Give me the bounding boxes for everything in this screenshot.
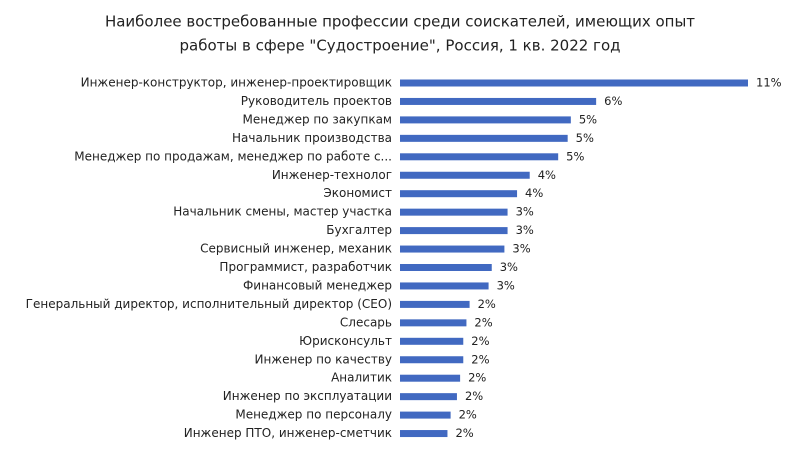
chart-title: работы в сфере "Судостроение", Россия, 1… xyxy=(180,37,621,55)
value-label: 3% xyxy=(516,205,534,219)
category-label: Менеджер по закупкам xyxy=(243,112,392,126)
bar xyxy=(400,227,508,235)
value-label: 3% xyxy=(497,278,515,292)
bar xyxy=(400,190,518,198)
value-label: 2% xyxy=(474,315,492,329)
value-label: 2% xyxy=(471,334,489,348)
value-label: 3% xyxy=(516,223,534,237)
value-label: 4% xyxy=(538,168,556,182)
bar xyxy=(400,116,571,124)
category-label: Начальник смены, мастер участка xyxy=(173,205,392,219)
category-label: Юрисконсульт xyxy=(299,334,392,348)
bar xyxy=(400,319,467,327)
bar xyxy=(400,430,448,438)
category-label: Инженер ПТО, инженер-сметчик xyxy=(184,426,392,440)
value-label: 4% xyxy=(525,186,543,200)
bar xyxy=(400,153,559,161)
bar xyxy=(400,171,530,179)
category-label: Экономист xyxy=(323,186,392,200)
category-label: Инженер по качеству xyxy=(254,352,392,366)
category-label: Бухгалтер xyxy=(326,223,392,237)
category-label: Слесарь xyxy=(340,315,392,329)
value-label: 6% xyxy=(604,94,622,108)
bar xyxy=(400,79,748,87)
bar xyxy=(400,393,457,401)
value-label: 3% xyxy=(500,260,518,274)
value-label: 11% xyxy=(756,76,782,90)
bar xyxy=(400,208,508,216)
value-label: 5% xyxy=(579,112,597,126)
value-label: 3% xyxy=(512,242,530,256)
category-label: Инженер-технолог xyxy=(272,168,392,182)
bar xyxy=(400,356,464,364)
category-label: Менеджер по персоналу xyxy=(235,408,392,422)
bar xyxy=(400,300,470,308)
value-label: 5% xyxy=(566,149,584,163)
chart-title: Наиболее востребованные профессии среди … xyxy=(105,13,695,31)
bar xyxy=(400,282,489,290)
value-label: 5% xyxy=(576,131,594,145)
value-label: 2% xyxy=(471,352,489,366)
category-label: Генеральный директор, исполнительный дир… xyxy=(26,297,392,311)
category-label: Инженер-конструктор, инженер-проектировщ… xyxy=(81,76,392,90)
category-label: Сервисный инженер, механик xyxy=(200,242,392,256)
category-label: Менеджер по продажам, менеджер по работе… xyxy=(74,149,392,163)
category-label: Аналитик xyxy=(331,371,392,385)
bar xyxy=(400,337,464,345)
bar xyxy=(400,264,492,271)
bar xyxy=(400,411,451,419)
bar xyxy=(400,245,505,253)
value-label: 2% xyxy=(455,426,473,440)
bar xyxy=(400,97,597,105)
bar xyxy=(400,374,461,382)
category-label: Программист, разработчик xyxy=(219,260,392,274)
category-label: Руководитель проектов xyxy=(241,94,392,108)
category-label: Финансовый менеджер xyxy=(243,278,392,292)
bar xyxy=(400,134,568,142)
value-label: 2% xyxy=(459,408,477,422)
value-label: 2% xyxy=(478,297,496,311)
value-label: 2% xyxy=(468,371,486,385)
category-label: Начальник производства xyxy=(232,131,392,145)
category-label: Инженер по эксплуатации xyxy=(223,389,392,403)
value-label: 2% xyxy=(465,389,483,403)
